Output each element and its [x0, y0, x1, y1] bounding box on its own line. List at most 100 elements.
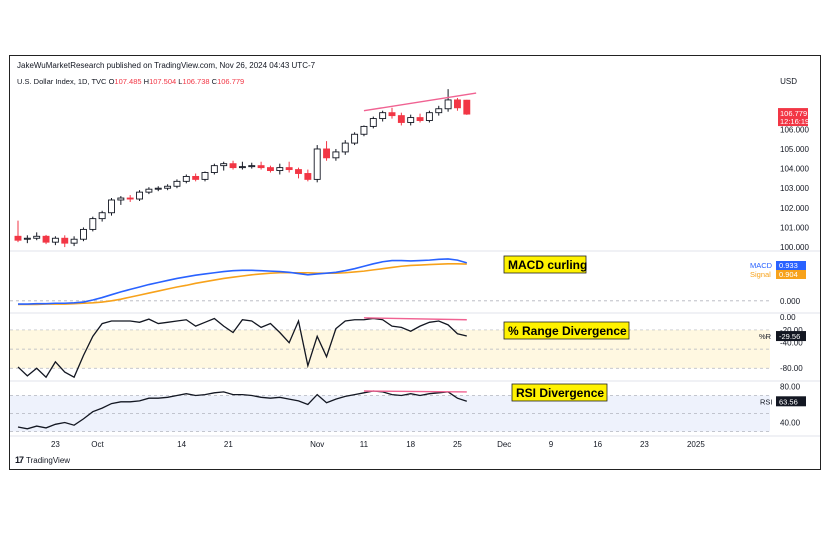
candle-down: [61, 237, 69, 244]
candle-up: [238, 166, 246, 169]
ohlc-open-label: O: [108, 77, 115, 86]
time-tick-label: 23: [51, 440, 60, 449]
price-tick-label: 106.000: [780, 125, 809, 134]
price-tick-label: 103.000: [780, 184, 809, 193]
candle-down: [454, 99, 461, 109]
candle-down: [14, 235, 22, 241]
candle-up: [425, 112, 433, 121]
time-tick-label: 9: [549, 440, 554, 449]
time-tick-label: Dec: [497, 440, 511, 449]
candle-up: [117, 197, 125, 201]
candle-up: [164, 185, 172, 189]
candle-down: [42, 235, 50, 243]
candle-up: [379, 112, 387, 120]
range-tick-label: -40.00: [780, 339, 803, 348]
macd-legend-name: Signal: [750, 270, 771, 279]
price-badge-value: 106.779: [780, 109, 807, 118]
time-tick-label: 25: [453, 440, 462, 449]
candle-up: [341, 142, 349, 153]
price-tick-label: 100.000: [780, 243, 809, 252]
candle-up: [79, 228, 87, 240]
time-tick-label: 2025: [687, 440, 705, 449]
rsi-line: [17, 390, 468, 430]
rsi-tick-label: 40.00: [780, 419, 801, 428]
annotation-range-box: [503, 321, 630, 340]
annotation-macd-box: [503, 255, 587, 274]
macd-legend-value: 0.904: [779, 270, 798, 279]
candle-up: [51, 237, 59, 243]
chart-frame: JakeWuMarketResearch published on Tradin…: [9, 55, 821, 470]
ohlc-close: 106.779: [217, 77, 245, 86]
ohlc-close-label: C: [211, 77, 218, 86]
annotation-rsi-box: [511, 383, 608, 402]
price-divergence-line: [363, 92, 477, 112]
candle-down: [304, 173, 312, 180]
candle-up: [145, 188, 153, 193]
ohlc-open: 107.485: [114, 77, 142, 86]
signal-line: [18, 262, 467, 306]
candle-up: [70, 238, 78, 244]
candle-down: [388, 112, 396, 117]
candle-down: [267, 167, 274, 172]
candle-up: [33, 235, 41, 239]
macd-legend-value: 0.933: [779, 261, 798, 270]
macd-legend-badge: [776, 261, 806, 270]
candle-up: [136, 191, 144, 200]
time-tick-label: 11: [360, 440, 369, 449]
macd-legend-name: MACD: [750, 261, 773, 270]
candle-up: [351, 133, 359, 144]
candle-up: [98, 212, 106, 220]
footer-brand[interactable]: 17 TradingView: [15, 455, 70, 465]
macd-tick-label: 0.000: [780, 297, 801, 306]
footer-brand-text: TradingView: [26, 455, 71, 465]
candle-down: [126, 197, 134, 200]
time-tick-label: 23: [640, 440, 649, 449]
candle-down: [397, 115, 405, 123]
ohlc-high: 107.504: [149, 77, 177, 86]
candle-down: [257, 165, 265, 169]
rsi-legend-name: RSI: [760, 397, 773, 406]
price-tick-label: 102.000: [780, 204, 809, 213]
candle-up: [313, 148, 321, 180]
currency-label[interactable]: USD: [780, 77, 797, 86]
range-legend-name: %R: [759, 332, 772, 341]
candle-up: [210, 165, 218, 173]
candle-down: [416, 117, 424, 121]
annotation-rsi: RSI Divergence: [516, 386, 604, 400]
candle-down: [323, 148, 330, 159]
time-tick-label: 21: [224, 440, 233, 449]
candle-up: [407, 117, 415, 123]
annotation-range: % Range Divergence: [508, 324, 627, 338]
rsi-divergence-line: [363, 390, 467, 393]
tradingview-logo-icon: 17: [15, 455, 24, 465]
candle-up: [248, 165, 256, 168]
price-badge-countdown: 12:16:19: [780, 117, 809, 126]
candle-up: [220, 163, 228, 167]
candle-up: [89, 218, 97, 230]
publisher-line: JakeWuMarketResearch published on Tradin…: [17, 61, 316, 70]
symbol-legend: U.S. Dollar Index, 1D, TVC O107.485 H107…: [17, 77, 244, 86]
candle-up: [23, 237, 31, 240]
price-tick-label: 105.000: [780, 145, 809, 154]
range-tick-label: -20.00: [780, 326, 803, 335]
chart-canvas[interactable]: 100.000 101.000 102.000 103.000 104.000 105.0…: [10, 56, 820, 469]
ohlc-high-label: H: [143, 77, 150, 86]
time-tick-label: 18: [406, 440, 415, 449]
candle-down: [295, 169, 302, 174]
time-tick-label: 16: [593, 440, 602, 449]
rsi-legend-value: 63.56: [779, 397, 798, 406]
range-tick-label: -80.00: [780, 364, 803, 373]
annotation-macd: MACD curling: [508, 258, 587, 272]
range-line: [17, 317, 467, 379]
candle-down: [229, 163, 237, 169]
candle-up: [332, 151, 340, 159]
range-divergence-line: [363, 317, 467, 321]
price-badge: [778, 108, 808, 127]
candle-up: [369, 118, 377, 127]
candle-up: [435, 108, 443, 114]
ohlc-low: 106.738: [182, 77, 210, 86]
candle-down: [192, 175, 200, 180]
candle-up: [276, 167, 284, 172]
symbol-name: U.S. Dollar Index, 1D, TVC: [17, 77, 107, 86]
time-tick-label: Oct: [91, 440, 104, 449]
